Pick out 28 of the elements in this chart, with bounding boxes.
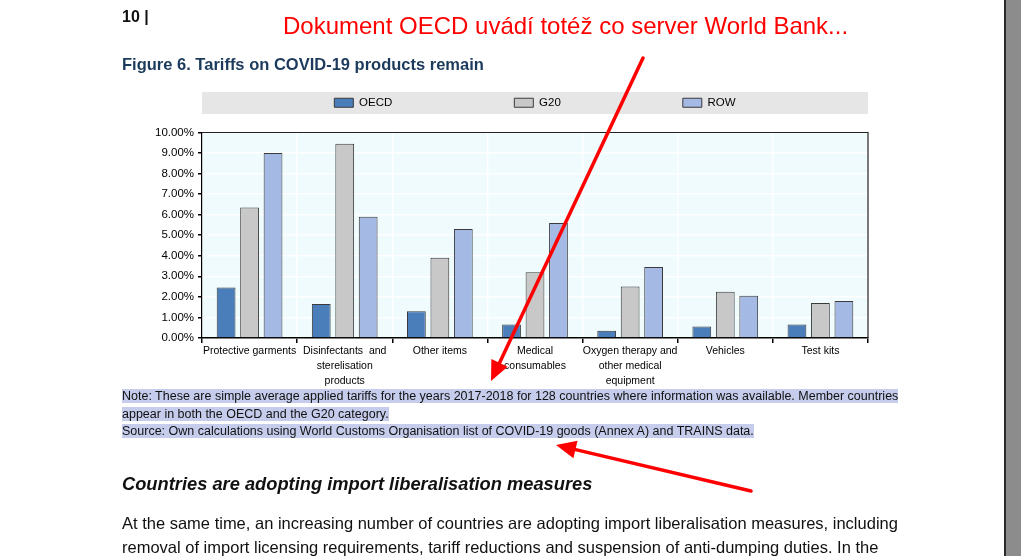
text: At the same time, an increasing number of countries are adopting import liberalisation measures, including removal of import licensing requirements, tariff reductions and suspension of anti-dumping duties. In the xyxy=(122,514,898,556)
y-tick-label: 0.00% xyxy=(161,331,194,344)
x-tick-label: Test kits xyxy=(801,344,840,357)
x-tick-label: Other items xyxy=(412,344,467,357)
x-tick-label: Vehicles xyxy=(705,344,745,357)
text: 10 | xyxy=(122,8,149,25)
legend-label: ROW xyxy=(707,95,736,108)
y-tick-label: 9.00% xyxy=(161,146,194,159)
y-tick-label: 6.00% xyxy=(161,207,194,220)
text: Countries are adopting import liberalisation measures xyxy=(122,473,593,494)
y-tick-label: 2.00% xyxy=(161,289,194,302)
legend-label: OECD xyxy=(359,95,393,108)
y-tick-label: 10.00% xyxy=(154,125,194,138)
text: Note: These are simple average applied tariffs for the years 2017-2018 for 128 countries where information was available. Member countries appear in both the OECD and the G20 category. xyxy=(122,389,899,421)
y-tick-label: 1.00% xyxy=(161,310,194,323)
y-tick-label: 8.00% xyxy=(161,166,194,179)
chart-title: Figure 6. Tariffs on COVID-19 products remain xyxy=(122,55,484,74)
text: Dokument OECD uvádí totéž co server World Bank... xyxy=(283,12,849,39)
y-tick-label: 3.00% xyxy=(161,269,194,282)
legend-label: G20 xyxy=(539,95,561,108)
x-tick-label: Oxygen therapy and other medical equipment xyxy=(582,344,678,386)
y-tick-label: 4.00% xyxy=(161,248,194,261)
source-note: Source: Own calculations using World Customs Organisation list of COVID-19 goods (Annex A) and TRAINS data. xyxy=(122,424,754,438)
x-tick-label: Medical consumables xyxy=(504,344,566,371)
y-tick-label: 7.00% xyxy=(161,187,194,200)
y-tick-label: 5.00% xyxy=(161,228,194,241)
x-tick-label: Protective garments xyxy=(202,344,297,357)
x-tick-label: Disinfectants and sterelisation products xyxy=(302,344,387,386)
